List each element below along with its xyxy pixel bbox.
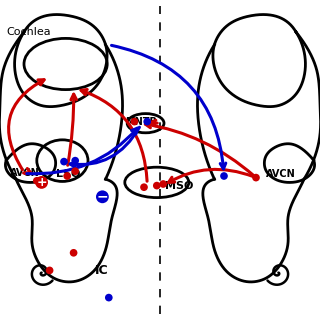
- Text: +: +: [36, 176, 47, 189]
- Circle shape: [60, 158, 68, 165]
- Text: AVCN: AVCN: [10, 168, 39, 179]
- Circle shape: [70, 249, 77, 257]
- Circle shape: [35, 176, 48, 189]
- Circle shape: [252, 174, 260, 181]
- Text: LSO: LSO: [56, 169, 80, 180]
- Text: −: −: [97, 190, 108, 204]
- Circle shape: [143, 118, 151, 125]
- Circle shape: [96, 190, 109, 203]
- Circle shape: [159, 180, 167, 188]
- Circle shape: [33, 177, 41, 185]
- Circle shape: [46, 267, 53, 274]
- Circle shape: [105, 294, 113, 301]
- Circle shape: [63, 172, 71, 180]
- Circle shape: [71, 167, 79, 175]
- Text: Cochlea: Cochlea: [6, 27, 51, 37]
- Circle shape: [131, 118, 138, 125]
- Text: AVCN: AVCN: [266, 169, 295, 180]
- Circle shape: [220, 172, 228, 180]
- Circle shape: [153, 182, 161, 189]
- Circle shape: [140, 183, 148, 191]
- Circle shape: [71, 157, 79, 164]
- Text: MSO: MSO: [165, 180, 193, 191]
- Text: MNTB: MNTB: [125, 116, 157, 127]
- Text: IC: IC: [94, 264, 108, 277]
